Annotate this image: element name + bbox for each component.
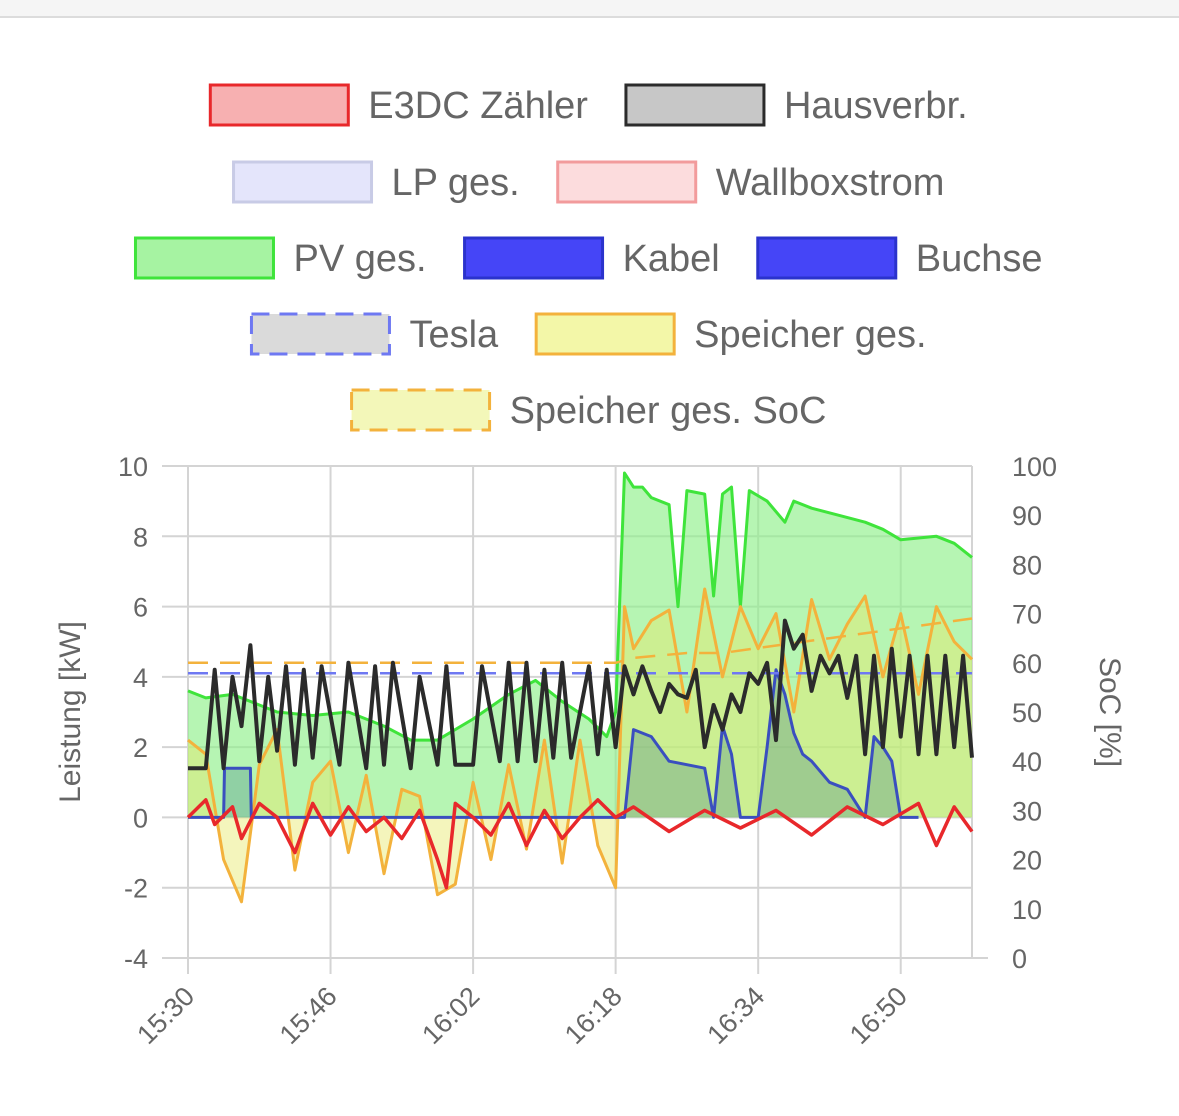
series-line-hausverbr-: [188, 618, 974, 771]
legend-label: Speicher ges.: [694, 314, 926, 356]
legend-label: Wallboxstrom: [716, 162, 945, 204]
y-right-tick-label: 50: [1012, 698, 1042, 728]
legend-item-e3dc-z-hler[interactable]: E3DC Zähler: [208, 83, 588, 127]
y-right-tick-label: 0: [1012, 944, 1027, 974]
y-left-tick-label: -2: [124, 874, 148, 904]
top-bar: [0, 0, 1179, 18]
x-tick-label: 16:50: [844, 981, 913, 1050]
x-tick-label: 15:46: [274, 981, 343, 1050]
legend-label: LP ges.: [392, 162, 520, 204]
plot-area: [186, 471, 974, 904]
legend-swatch: [756, 236, 898, 280]
legend-item-lp-ges[interactable]: LP ges.: [232, 160, 520, 204]
y-axis-right-title: SoC [%]: [1093, 657, 1126, 767]
legend-label: Speicher ges. SoC: [510, 390, 827, 432]
legend-item-pv-ges[interactable]: PV ges.: [133, 236, 427, 280]
legend-item-speicher-ges[interactable]: Speicher ges.: [534, 312, 927, 356]
y-right-tick-label: 90: [1012, 501, 1042, 531]
legend: E3DC Zähler Hausverbr. LP ges. Wallboxstrom…: [133, 83, 1043, 432]
y-left-tick-label: 4: [133, 663, 148, 693]
y-left-tick-label: 0: [133, 803, 148, 833]
series-area-kabel: [188, 669, 919, 818]
legend-label: Tesla: [409, 314, 499, 356]
series-line-e3dc-z-hler: [186, 798, 974, 890]
y-right-tick-label: 10: [1012, 895, 1042, 925]
y-right-tick-label: 80: [1012, 550, 1042, 580]
legend-label: E3DC Zähler: [368, 85, 588, 127]
y-right-tick-label: 60: [1012, 649, 1042, 679]
legend-label: Buchse: [916, 238, 1043, 280]
x-tick-label: 16:34: [701, 981, 770, 1050]
legend-item-hausverbr[interactable]: Hausverbr.: [624, 83, 968, 127]
y-right-tick-label: 70: [1012, 600, 1042, 630]
y-left-tick-label: 2: [133, 733, 148, 763]
legend-label: Hausverbr.: [784, 85, 968, 127]
legend-swatch: [249, 312, 391, 356]
y-left-tick-label: -4: [124, 944, 148, 974]
y-axis-left-title: Leistung [kW]: [54, 621, 87, 803]
series-line-speicher-ges-soc: [188, 617, 973, 665]
legend-item-speicher-ges-soc[interactable]: Speicher ges. SoC: [350, 388, 827, 432]
legend-swatch: [232, 160, 374, 204]
legend-item-wallboxstrom[interactable]: Wallboxstrom: [556, 160, 945, 204]
legend-swatch: [133, 236, 275, 280]
y-right-tick-label: 40: [1012, 747, 1042, 777]
legend-item-buchse[interactable]: Buchse: [756, 236, 1043, 280]
legend-swatch: [624, 83, 766, 127]
y-right-tick-label: 30: [1012, 796, 1042, 826]
y-right-tick-label: 100: [1012, 452, 1057, 482]
legend-swatch: [463, 236, 605, 280]
legend-swatch: [534, 312, 676, 356]
legend-swatch: [350, 388, 492, 432]
legend-label: PV ges.: [293, 238, 426, 280]
series-line-kabel: [188, 668, 919, 819]
legend-item-tesla[interactable]: Tesla: [249, 312, 499, 356]
y-left-tick-label: 6: [133, 593, 148, 623]
legend-label: Kabel: [623, 238, 720, 280]
x-tick-label: 15:30: [131, 981, 200, 1050]
series-line-speicher-ges-: [187, 587, 974, 904]
legend-swatch: [208, 83, 350, 127]
x-tick-label: 16:02: [416, 981, 485, 1050]
y-left-tick-label: 10: [118, 452, 148, 482]
x-tick-label: 16:18: [559, 981, 628, 1050]
legend-swatch: [556, 160, 698, 204]
legend-item-kabel[interactable]: Kabel: [463, 236, 720, 280]
y-right-tick-label: 20: [1012, 846, 1042, 876]
y-left-tick-label: 8: [133, 522, 148, 552]
